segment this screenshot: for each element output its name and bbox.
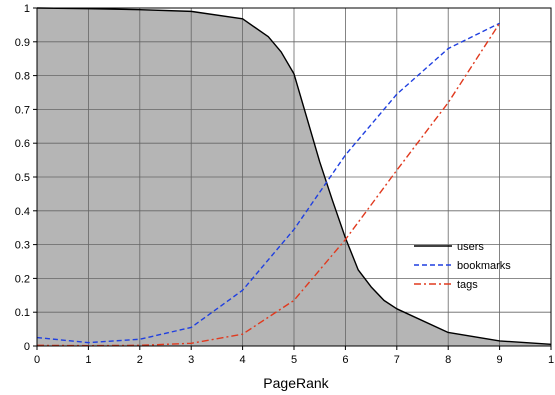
y-tick-label: 1: [24, 3, 30, 15]
y-tick-label: 0.6: [15, 138, 30, 150]
series-line-tags: [36, 22, 501, 347]
x-tick-label: 2: [137, 354, 143, 366]
y-tick-label: 0.7: [15, 104, 30, 116]
y-tick-label: 0.5: [15, 172, 30, 184]
x-tick-label: 6: [342, 354, 348, 366]
series-layer: [36, 7, 552, 347]
y-tick-label: 0.9: [15, 37, 30, 49]
x-tick-label: 7: [394, 354, 400, 366]
series-line-bookmarks: [36, 22, 500, 344]
x-tick-label: 9: [497, 354, 503, 366]
x-tick-label: 5: [291, 354, 297, 366]
legend-label-users: users: [457, 241, 484, 253]
y-tick-label: 0.4: [15, 206, 30, 218]
legend-label-bookmarks: bookmarks: [457, 260, 511, 272]
x-tick-label: 3: [188, 354, 194, 366]
y-tick-label: 0.2: [15, 273, 30, 285]
legend: users bookmarks tags: [414, 241, 511, 291]
x-tick-label: 4: [240, 354, 246, 366]
x-axis-title: PageRank: [263, 375, 329, 391]
x-tick-label: 1: [548, 354, 554, 366]
x-tick-label: 1: [85, 354, 91, 366]
x-tick-label: 8: [445, 354, 451, 366]
y-tick-label: 0.1: [15, 307, 30, 319]
legend-label-tags: tags: [457, 279, 478, 291]
series-line-users: [36, 7, 552, 346]
ticks-layer: 0 1 2 3 4 5 6 7 8 9 100.10.20.30.40.50.60.70.80.91: [15, 3, 554, 366]
y-tick-label: 0.8: [15, 71, 30, 83]
x-tick-label: 0: [34, 354, 40, 366]
y-tick-label: 0: [24, 341, 30, 353]
y-tick-label: 0.3: [15, 240, 30, 252]
